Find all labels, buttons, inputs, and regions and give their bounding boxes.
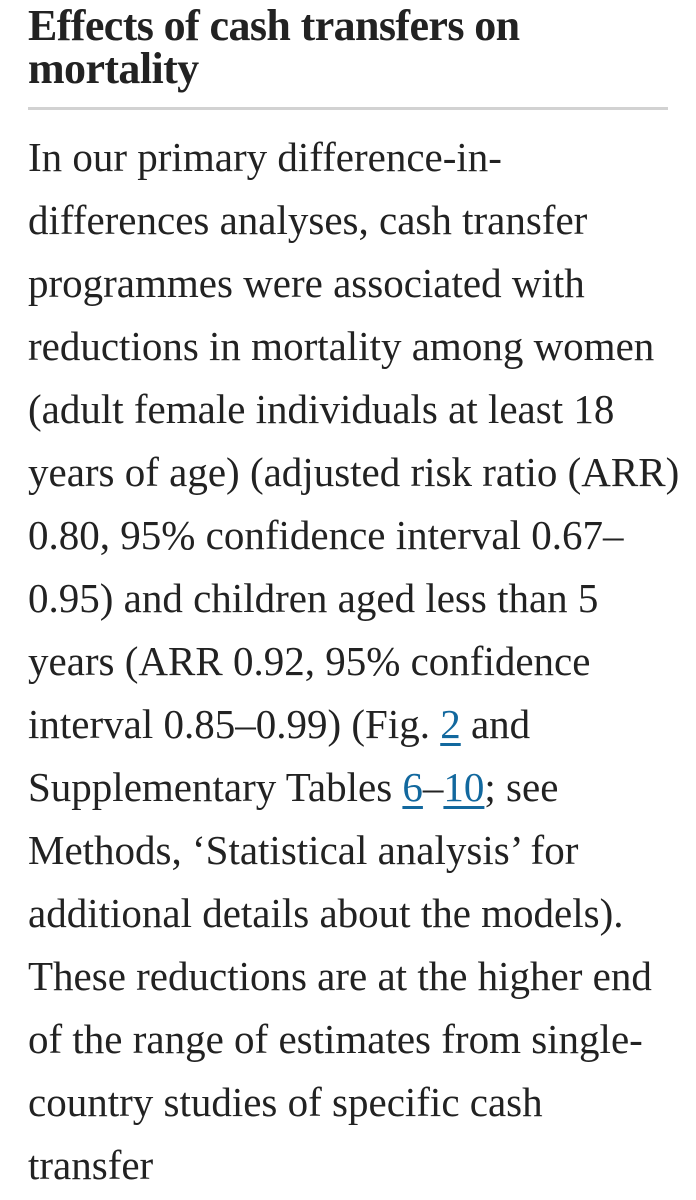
paragraph-text: (adult female individuals at least 18 [28, 386, 615, 432]
paragraph-line: Supplementary Tables 6–10; see [28, 756, 668, 819]
paragraph-text: – [422, 764, 444, 810]
paragraph-line: 0.80, 95% confidence interval 0.67– [28, 504, 668, 567]
paragraph-text: programmes were associated with [28, 260, 585, 306]
paragraph-text: transfer [28, 1142, 154, 1188]
paragraph-text: 0.95) and children aged less than 5 [28, 575, 599, 621]
supplementary-table-6-link[interactable]: 6 [402, 764, 423, 810]
supplementary-table-10-link[interactable]: 10 [443, 764, 485, 810]
paragraph-line: of the range of estimates from single- [28, 1008, 668, 1071]
paragraph-line: additional details about the models). [28, 882, 668, 945]
paragraph-text: 0.80, 95% confidence interval 0.67– [28, 512, 624, 558]
paragraph-line: differences analyses, cash transfer [28, 189, 668, 252]
paragraph-line: reductions in mortality among women [28, 315, 668, 378]
paragraph-text: years of age) (adjusted risk ratio (ARR) [28, 449, 680, 495]
paragraph-line: years (ARR 0.92, 95% confidence [28, 630, 668, 693]
paragraph-line: In our primary difference-in- [28, 126, 668, 189]
paragraph-line: These reductions are at the higher end [28, 945, 668, 1008]
paragraph-text: reductions in mortality among women [28, 323, 655, 369]
section-divider [28, 107, 668, 110]
paragraph-line: years of age) (adjusted risk ratio (ARR) [28, 441, 679, 504]
paragraph-text: Methods, ‘Statistical analysis’ for [28, 827, 579, 873]
paragraph-text: country studies of specific cash [28, 1079, 543, 1125]
paragraph-line: (adult female individuals at least 18 [28, 378, 668, 441]
paragraph-line: transfer [28, 1134, 668, 1197]
paragraph-text: In our primary difference-in- [28, 134, 502, 180]
paragraph-line: programmes were associated with [28, 252, 668, 315]
paragraph-text: years (ARR 0.92, 95% confidence [28, 638, 591, 684]
paragraph-text: additional details about the models). [28, 890, 624, 936]
paragraph-line: 0.95) and children aged less than 5 [28, 567, 668, 630]
paragraph-text: These reductions are at the higher end [28, 953, 652, 999]
paragraph-text: ; see [484, 764, 559, 810]
paragraph-text: and [460, 701, 531, 747]
paragraph-line: country studies of specific cash [28, 1071, 668, 1134]
paragraph-line: interval 0.85–0.99) (Fig. 2 and [28, 693, 668, 756]
paragraph: In our primary difference-in-differences… [28, 126, 679, 1197]
section-heading: Effects of cash transfers on mortality [28, 1, 520, 93]
figure-2-link[interactable]: 2 [440, 701, 461, 747]
paragraph-line: Methods, ‘Statistical analysis’ for [28, 819, 668, 882]
paragraph-text: interval 0.85–0.99) (Fig. [28, 701, 441, 747]
paragraph-text: Supplementary Tables [28, 764, 403, 810]
paragraph-text: differences analyses, cash transfer [28, 197, 588, 243]
paragraph-text: of the range of estimates from single- [28, 1016, 643, 1062]
